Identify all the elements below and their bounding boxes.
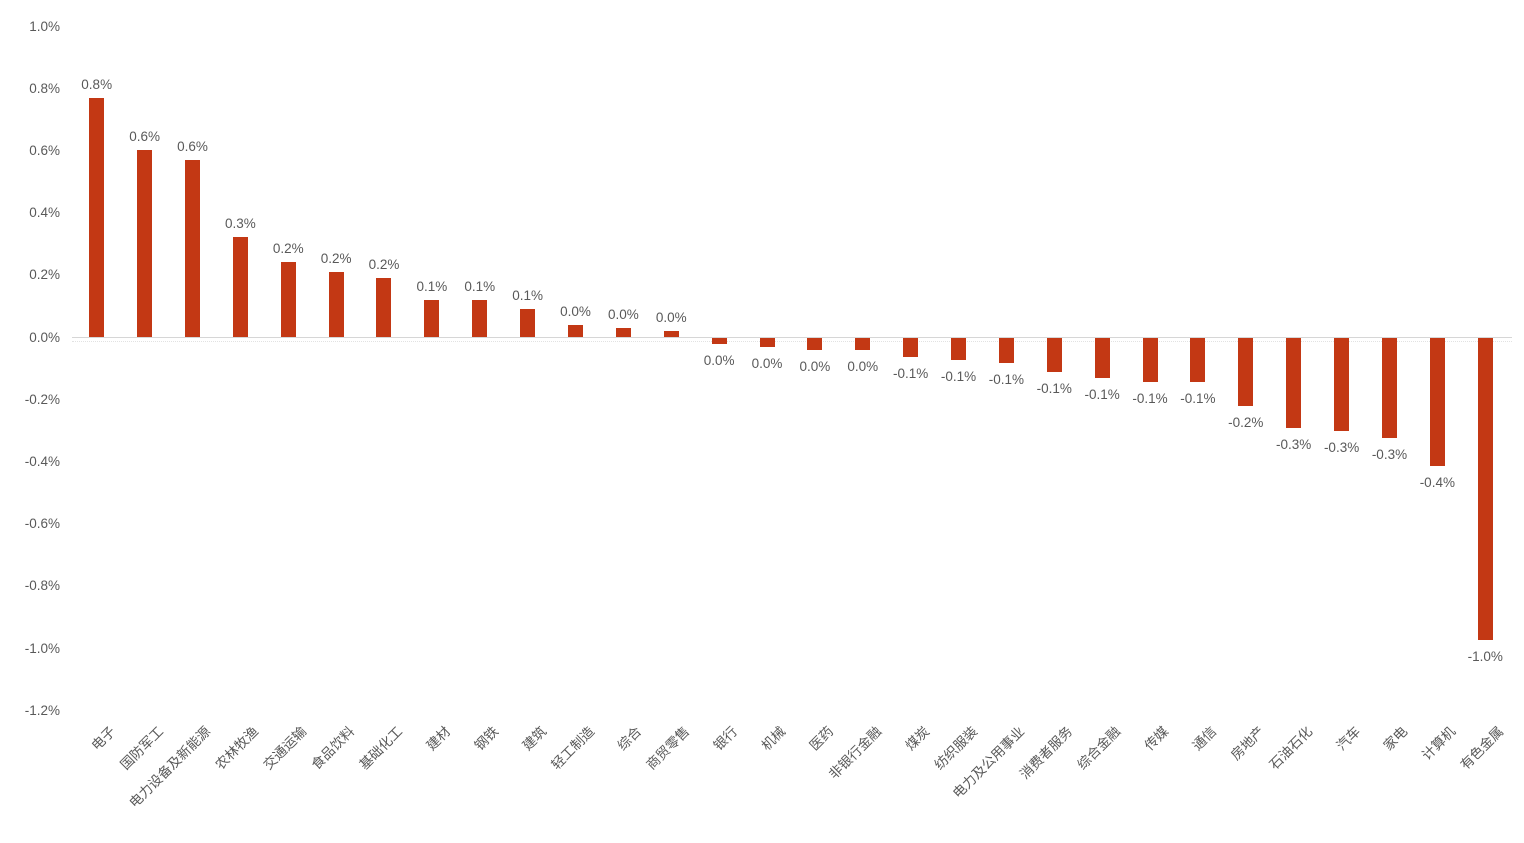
y-axis-tick-label: -0.6%: [24, 516, 60, 532]
bar: [759, 338, 775, 348]
bar: [998, 338, 1014, 363]
bar: [1334, 338, 1350, 432]
bar-value-label: -0.1%: [1180, 390, 1216, 406]
bar: [711, 338, 727, 345]
bar-value-label: 0.6%: [129, 129, 160, 145]
bar: [1238, 338, 1254, 407]
bar-value-label: 0.2%: [320, 250, 352, 266]
bar-value-label: 0.1%: [416, 278, 448, 294]
bar-value-label: 0.8%: [81, 76, 113, 92]
y-axis-tick-label: -0.8%: [24, 578, 60, 594]
bar: [1429, 338, 1445, 466]
bar: [376, 277, 392, 337]
bar-value-label: 0.2%: [272, 241, 304, 257]
bar: [615, 327, 631, 337]
bar-value-label: -0.2%: [1228, 415, 1264, 431]
bar: [951, 338, 967, 360]
bar: [663, 330, 679, 337]
y-axis-tick-label: -1.2%: [24, 702, 60, 718]
bar: [520, 309, 536, 337]
bar-value-label: -0.3%: [1323, 440, 1360, 456]
zero-axis-line: [72, 337, 1512, 338]
bar-value-label: -0.3%: [1371, 446, 1408, 462]
bar-value-label: 0.0%: [560, 303, 591, 319]
bar: [232, 237, 248, 337]
bar: [472, 299, 488, 337]
bar: [1094, 338, 1110, 379]
bar-value-label: 0.0%: [607, 306, 639, 322]
bar-value-label: -0.3%: [1276, 437, 1312, 453]
bar-value-label: 0.0%: [655, 309, 687, 325]
bar-value-label: -0.1%: [1132, 390, 1168, 406]
bar-value-label: -1.0%: [1467, 648, 1503, 664]
bar: [1477, 338, 1493, 640]
bar-value-label: -0.1%: [1036, 381, 1072, 397]
bar-value-label: 0.0%: [751, 356, 783, 372]
bar: [424, 299, 440, 337]
y-axis-tick-label: -0.4%: [24, 453, 60, 469]
bar-value-label: 0.1%: [464, 278, 496, 294]
bar: [855, 338, 871, 351]
bar-value-label: -0.1%: [940, 368, 977, 384]
bar: [807, 338, 823, 351]
bar: [184, 159, 200, 337]
y-axis-tick-label: 0.8%: [29, 80, 60, 96]
bar-value-label: 0.0%: [799, 359, 831, 375]
y-axis-tick-label: -0.2%: [24, 391, 60, 407]
y-axis-tick-label: 0.4%: [29, 205, 60, 221]
bar-value-label: 0.2%: [368, 256, 400, 272]
bar-value-label: -0.1%: [988, 371, 1025, 387]
bar: [328, 271, 344, 337]
bar: [137, 150, 153, 337]
bar: [1190, 338, 1206, 382]
bar-value-label: 0.6%: [177, 138, 208, 154]
bar: [568, 324, 583, 337]
zero-gridline: [72, 341, 1512, 342]
bar-value-label: -0.1%: [1084, 387, 1120, 403]
bar: [903, 338, 919, 357]
bar: [1046, 338, 1062, 373]
y-axis-tick-label: -1.0%: [24, 640, 60, 656]
y-axis-tick-label: 0.2%: [29, 267, 60, 283]
bar-value-label: 0.3%: [224, 216, 256, 232]
bar: [1286, 338, 1302, 429]
y-axis-tick-label: 1.0%: [29, 18, 60, 34]
bar-value-label: 0.1%: [512, 288, 543, 303]
bar-value-label: 0.0%: [703, 353, 735, 369]
bar: [1381, 338, 1397, 438]
bar-value-label: -0.1%: [893, 365, 929, 381]
y-axis-tick-label: 0.0%: [29, 329, 60, 345]
bar-value-label: -0.4%: [1419, 474, 1455, 490]
bar: [1142, 338, 1158, 382]
bar: [89, 97, 105, 337]
bar: [280, 262, 296, 337]
y-axis-tick-label: 0.6%: [29, 142, 60, 158]
bar-value-label: 0.0%: [847, 359, 879, 375]
